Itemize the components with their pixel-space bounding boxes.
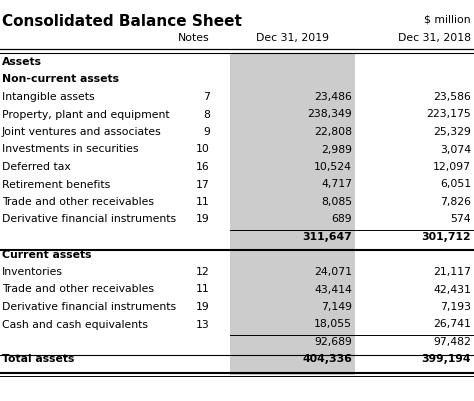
Text: 17: 17: [196, 180, 210, 190]
Text: 223,175: 223,175: [426, 109, 471, 119]
Text: 8,085: 8,085: [321, 197, 352, 207]
Text: Intangible assets: Intangible assets: [2, 92, 95, 102]
Text: 11: 11: [196, 284, 210, 294]
Text: 97,482: 97,482: [433, 337, 471, 347]
Text: 574: 574: [450, 215, 471, 225]
Text: Trade and other receivables: Trade and other receivables: [2, 197, 154, 207]
Text: 8: 8: [203, 109, 210, 119]
Text: 2,989: 2,989: [321, 144, 352, 154]
Text: Current assets: Current assets: [2, 249, 91, 259]
Text: 19: 19: [196, 302, 210, 312]
Text: 25,329: 25,329: [433, 127, 471, 137]
Text: 238,349: 238,349: [307, 109, 352, 119]
Text: Retirement benefits: Retirement benefits: [2, 180, 110, 190]
Text: 23,486: 23,486: [314, 92, 352, 102]
Text: Inventories: Inventories: [2, 267, 63, 277]
Text: 7,193: 7,193: [440, 302, 471, 312]
Text: 10,524: 10,524: [314, 162, 352, 172]
Text: 42,431: 42,431: [433, 284, 471, 294]
Text: 16: 16: [196, 162, 210, 172]
Text: 689: 689: [331, 215, 352, 225]
Text: Dec 31, 2018: Dec 31, 2018: [398, 33, 471, 43]
Text: Derivative financial instruments: Derivative financial instruments: [2, 302, 176, 312]
Text: 7,826: 7,826: [440, 197, 471, 207]
Text: Dec 31, 2019: Dec 31, 2019: [256, 33, 329, 43]
Text: 23,586: 23,586: [433, 92, 471, 102]
Text: 7: 7: [203, 92, 210, 102]
Text: Total assets: Total assets: [2, 354, 74, 365]
Text: 13: 13: [196, 320, 210, 330]
Text: 7,149: 7,149: [321, 302, 352, 312]
Text: Joint ventures and associates: Joint ventures and associates: [2, 127, 162, 137]
Text: 43,414: 43,414: [314, 284, 352, 294]
Text: 12,097: 12,097: [433, 162, 471, 172]
Text: Investments in securities: Investments in securities: [2, 144, 138, 154]
Text: Deferred tax: Deferred tax: [2, 162, 71, 172]
Text: Property, plant and equipment: Property, plant and equipment: [2, 109, 170, 119]
Text: 311,647: 311,647: [302, 232, 352, 242]
Text: Trade and other receivables: Trade and other receivables: [2, 284, 154, 294]
Text: Assets: Assets: [2, 57, 42, 67]
Text: 18,055: 18,055: [314, 320, 352, 330]
Text: 6,051: 6,051: [440, 180, 471, 190]
Text: 11: 11: [196, 197, 210, 207]
Text: 26,741: 26,741: [433, 320, 471, 330]
Text: 24,071: 24,071: [314, 267, 352, 277]
Text: 22,808: 22,808: [314, 127, 352, 137]
Text: 4,717: 4,717: [321, 180, 352, 190]
Text: Notes: Notes: [178, 33, 210, 43]
Text: Derivative financial instruments: Derivative financial instruments: [2, 215, 176, 225]
Text: 404,336: 404,336: [302, 354, 352, 365]
Text: 399,194: 399,194: [421, 354, 471, 365]
Text: 301,712: 301,712: [421, 232, 471, 242]
Text: 19: 19: [196, 215, 210, 225]
Text: 92,689: 92,689: [314, 337, 352, 347]
Text: 12: 12: [196, 267, 210, 277]
Text: Consolidated Balance Sheet: Consolidated Balance Sheet: [2, 14, 242, 29]
Text: 21,117: 21,117: [433, 267, 471, 277]
Text: Non-current assets: Non-current assets: [2, 75, 119, 85]
Text: $ million: $ million: [424, 14, 471, 24]
Text: 3,074: 3,074: [440, 144, 471, 154]
Text: 9: 9: [203, 127, 210, 137]
Bar: [230, 54, 355, 375]
Text: 10: 10: [196, 144, 210, 154]
Text: Cash and cash equivalents: Cash and cash equivalents: [2, 320, 148, 330]
